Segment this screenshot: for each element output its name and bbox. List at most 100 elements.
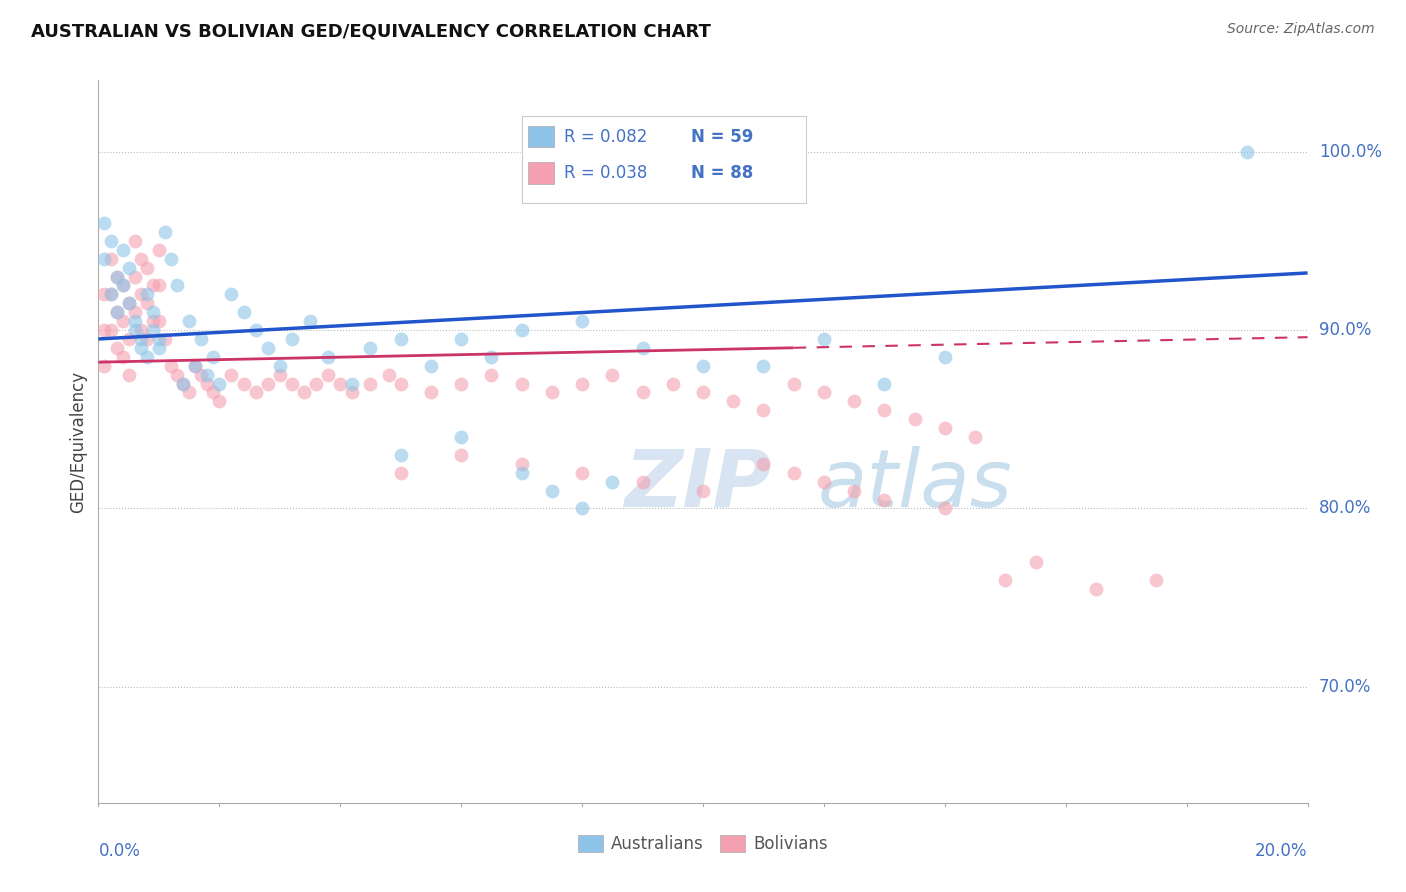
Point	[105, 269, 128, 284]
Point	[232, 376, 254, 391]
Point	[540, 385, 562, 400]
Point	[142, 323, 165, 337]
Point	[813, 332, 835, 346]
Point	[111, 350, 134, 364]
Text: 100.0%: 100.0%	[1319, 143, 1382, 161]
Point	[692, 359, 714, 373]
Point	[221, 368, 243, 382]
Point	[934, 501, 956, 516]
Point	[256, 341, 278, 355]
Point	[783, 376, 806, 391]
Point	[389, 448, 412, 462]
Point	[450, 376, 472, 391]
Point	[420, 385, 443, 400]
Point	[93, 287, 115, 301]
Point	[934, 421, 956, 435]
Text: N = 59: N = 59	[690, 128, 754, 145]
Point	[481, 368, 503, 382]
Point	[873, 376, 896, 391]
Text: N = 88: N = 88	[690, 164, 754, 182]
Point	[129, 332, 152, 346]
Point	[172, 376, 194, 391]
Point	[256, 376, 278, 391]
Point	[420, 359, 443, 373]
Point	[661, 376, 683, 391]
FancyBboxPatch shape	[527, 162, 554, 184]
Point	[245, 323, 267, 337]
Point	[692, 483, 714, 498]
Point	[105, 305, 128, 319]
Point	[118, 296, 141, 310]
Point	[100, 252, 122, 266]
Point	[93, 323, 115, 337]
Point	[389, 376, 412, 391]
Text: AUSTRALIAN VS BOLIVIAN GED/EQUIVALENCY CORRELATION CHART: AUSTRALIAN VS BOLIVIAN GED/EQUIVALENCY C…	[31, 22, 711, 40]
FancyBboxPatch shape	[527, 126, 554, 147]
Y-axis label: GED/Equivalency: GED/Equivalency	[69, 370, 87, 513]
Point	[100, 234, 122, 248]
Point	[994, 573, 1017, 587]
Point	[202, 385, 225, 400]
Point	[631, 341, 654, 355]
Point	[148, 314, 170, 328]
Point	[184, 359, 207, 373]
Point	[329, 376, 352, 391]
Point	[100, 287, 122, 301]
Point	[692, 385, 714, 400]
FancyBboxPatch shape	[522, 117, 806, 203]
Point	[208, 394, 231, 409]
Point	[510, 376, 533, 391]
Point	[360, 341, 382, 355]
Point	[105, 341, 128, 355]
Point	[723, 394, 745, 409]
Legend: Australians, Bolivians: Australians, Bolivians	[571, 828, 835, 860]
Point	[631, 475, 654, 489]
Point	[124, 305, 146, 319]
Point	[142, 314, 165, 328]
Point	[129, 287, 152, 301]
Point	[813, 385, 835, 400]
Point	[813, 475, 835, 489]
Point	[1024, 555, 1046, 569]
Point	[195, 368, 218, 382]
Point	[1144, 573, 1167, 587]
Point	[100, 323, 122, 337]
Point	[118, 368, 141, 382]
Point	[221, 287, 243, 301]
Point	[299, 314, 322, 328]
Point	[160, 252, 183, 266]
Point	[1085, 582, 1108, 596]
Point	[166, 368, 188, 382]
Point	[148, 278, 170, 293]
Text: 70.0%: 70.0%	[1319, 678, 1371, 696]
Point	[160, 359, 183, 373]
Point	[844, 483, 866, 498]
Point	[510, 466, 533, 480]
Point	[450, 448, 472, 462]
Point	[100, 287, 122, 301]
Point	[360, 376, 382, 391]
Point	[111, 243, 134, 257]
Point	[129, 252, 152, 266]
Text: 0.0%: 0.0%	[98, 842, 141, 860]
Point	[292, 385, 315, 400]
Point	[281, 376, 304, 391]
Text: ZIP: ZIP	[624, 446, 772, 524]
Point	[105, 269, 128, 284]
Text: 90.0%: 90.0%	[1319, 321, 1371, 339]
Point	[124, 323, 146, 337]
Point	[195, 376, 218, 391]
Point	[166, 278, 188, 293]
Point	[153, 332, 176, 346]
Point	[1236, 145, 1258, 159]
Point	[934, 350, 956, 364]
Point	[342, 376, 364, 391]
Point	[135, 332, 157, 346]
Point	[124, 314, 146, 328]
Point	[148, 341, 170, 355]
Point	[105, 305, 128, 319]
Text: R = 0.038: R = 0.038	[564, 164, 647, 182]
Point	[135, 350, 157, 364]
Point	[172, 376, 194, 391]
Point	[118, 332, 141, 346]
